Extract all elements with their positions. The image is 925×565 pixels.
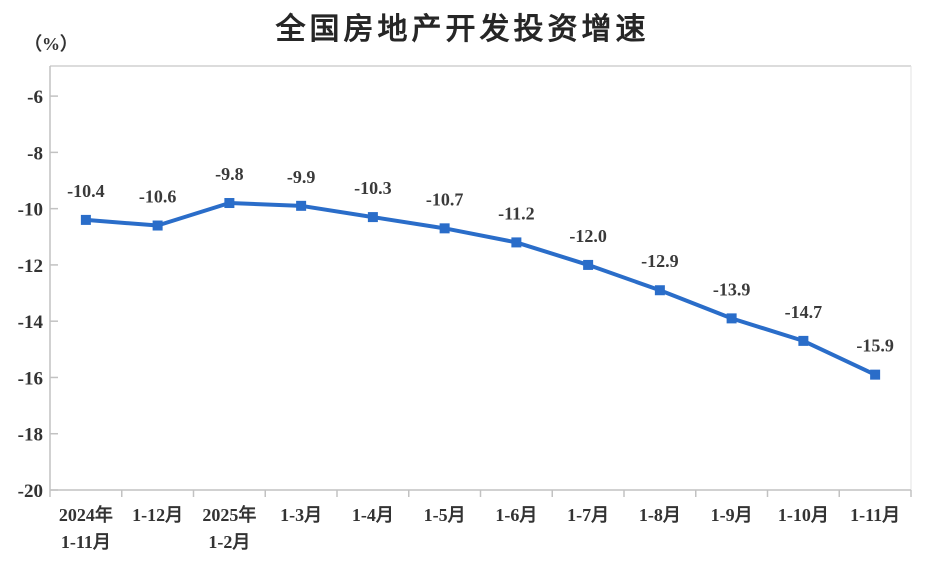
x-axis-category-label: 1-8月 (639, 505, 681, 525)
data-point-marker (798, 335, 809, 346)
x-axis-category-label: 1-12月 (132, 505, 183, 525)
y-axis-tick-label: -10 (18, 200, 43, 221)
data-point-label: -15.9 (856, 336, 894, 356)
x-axis-category-label: 1-11月 (850, 505, 900, 525)
y-axis-tick-label: -16 (18, 368, 43, 389)
data-point-label: -10.4 (67, 181, 105, 201)
data-point-label: -9.8 (215, 164, 244, 184)
x-axis-category-label: 1-10月 (778, 505, 829, 525)
x-axis-category-label: 1-6月 (495, 505, 537, 525)
x-axis-category-label: 2024年 (59, 504, 113, 525)
x-axis-category-label: 1-2月 (208, 532, 250, 552)
data-point-label: -14.7 (785, 302, 823, 322)
y-axis-tick-label: -12 (18, 256, 43, 277)
data-point-label: -9.9 (287, 167, 316, 187)
x-axis-category-label: 1-7月 (567, 505, 609, 525)
data-line (83, 201, 878, 377)
data-point-label: -10.6 (139, 187, 177, 207)
chart-title: 全国房地产开发投资增速 (275, 13, 650, 46)
x-axis-category-label: 1-3月 (280, 505, 322, 525)
data-point-marker (583, 259, 594, 270)
data-point-marker (726, 313, 737, 324)
data-point-marker (80, 214, 91, 225)
y-axis-tick-label: -6 (27, 87, 43, 108)
data-point-marker (296, 200, 307, 211)
data-point-marker (870, 369, 881, 380)
x-axis-category-label: 2025年 (202, 504, 256, 525)
x-axis-category-label: 1-11月 (61, 532, 111, 552)
y-axis-tick-label: -18 (18, 425, 43, 446)
data-point-label: -10.7 (426, 189, 464, 209)
x-axis-category-label: 1-4月 (352, 505, 394, 525)
data-point-marker (224, 198, 235, 209)
x-axis-category-label: 1-5月 (424, 505, 466, 525)
data-point-marker (511, 237, 522, 248)
y-axis-unit-label: （%） (24, 34, 78, 54)
data-point-label: -13.9 (713, 279, 751, 299)
data-point-label: -12.9 (641, 251, 679, 271)
data-point-marker (654, 285, 665, 296)
data-point-label: -12.0 (569, 226, 607, 246)
data-point-label: -10.3 (354, 178, 392, 198)
data-point-marker (367, 212, 378, 223)
y-axis-tick-label: -8 (27, 143, 43, 164)
x-axis-category-label: 1-9月 (711, 505, 753, 525)
data-point-marker (439, 223, 450, 234)
data-point-label: -11.2 (498, 203, 535, 223)
data-point-marker (152, 220, 163, 231)
y-axis-tick-label: -14 (18, 312, 44, 333)
y-axis-tick-label: -20 (18, 481, 43, 502)
